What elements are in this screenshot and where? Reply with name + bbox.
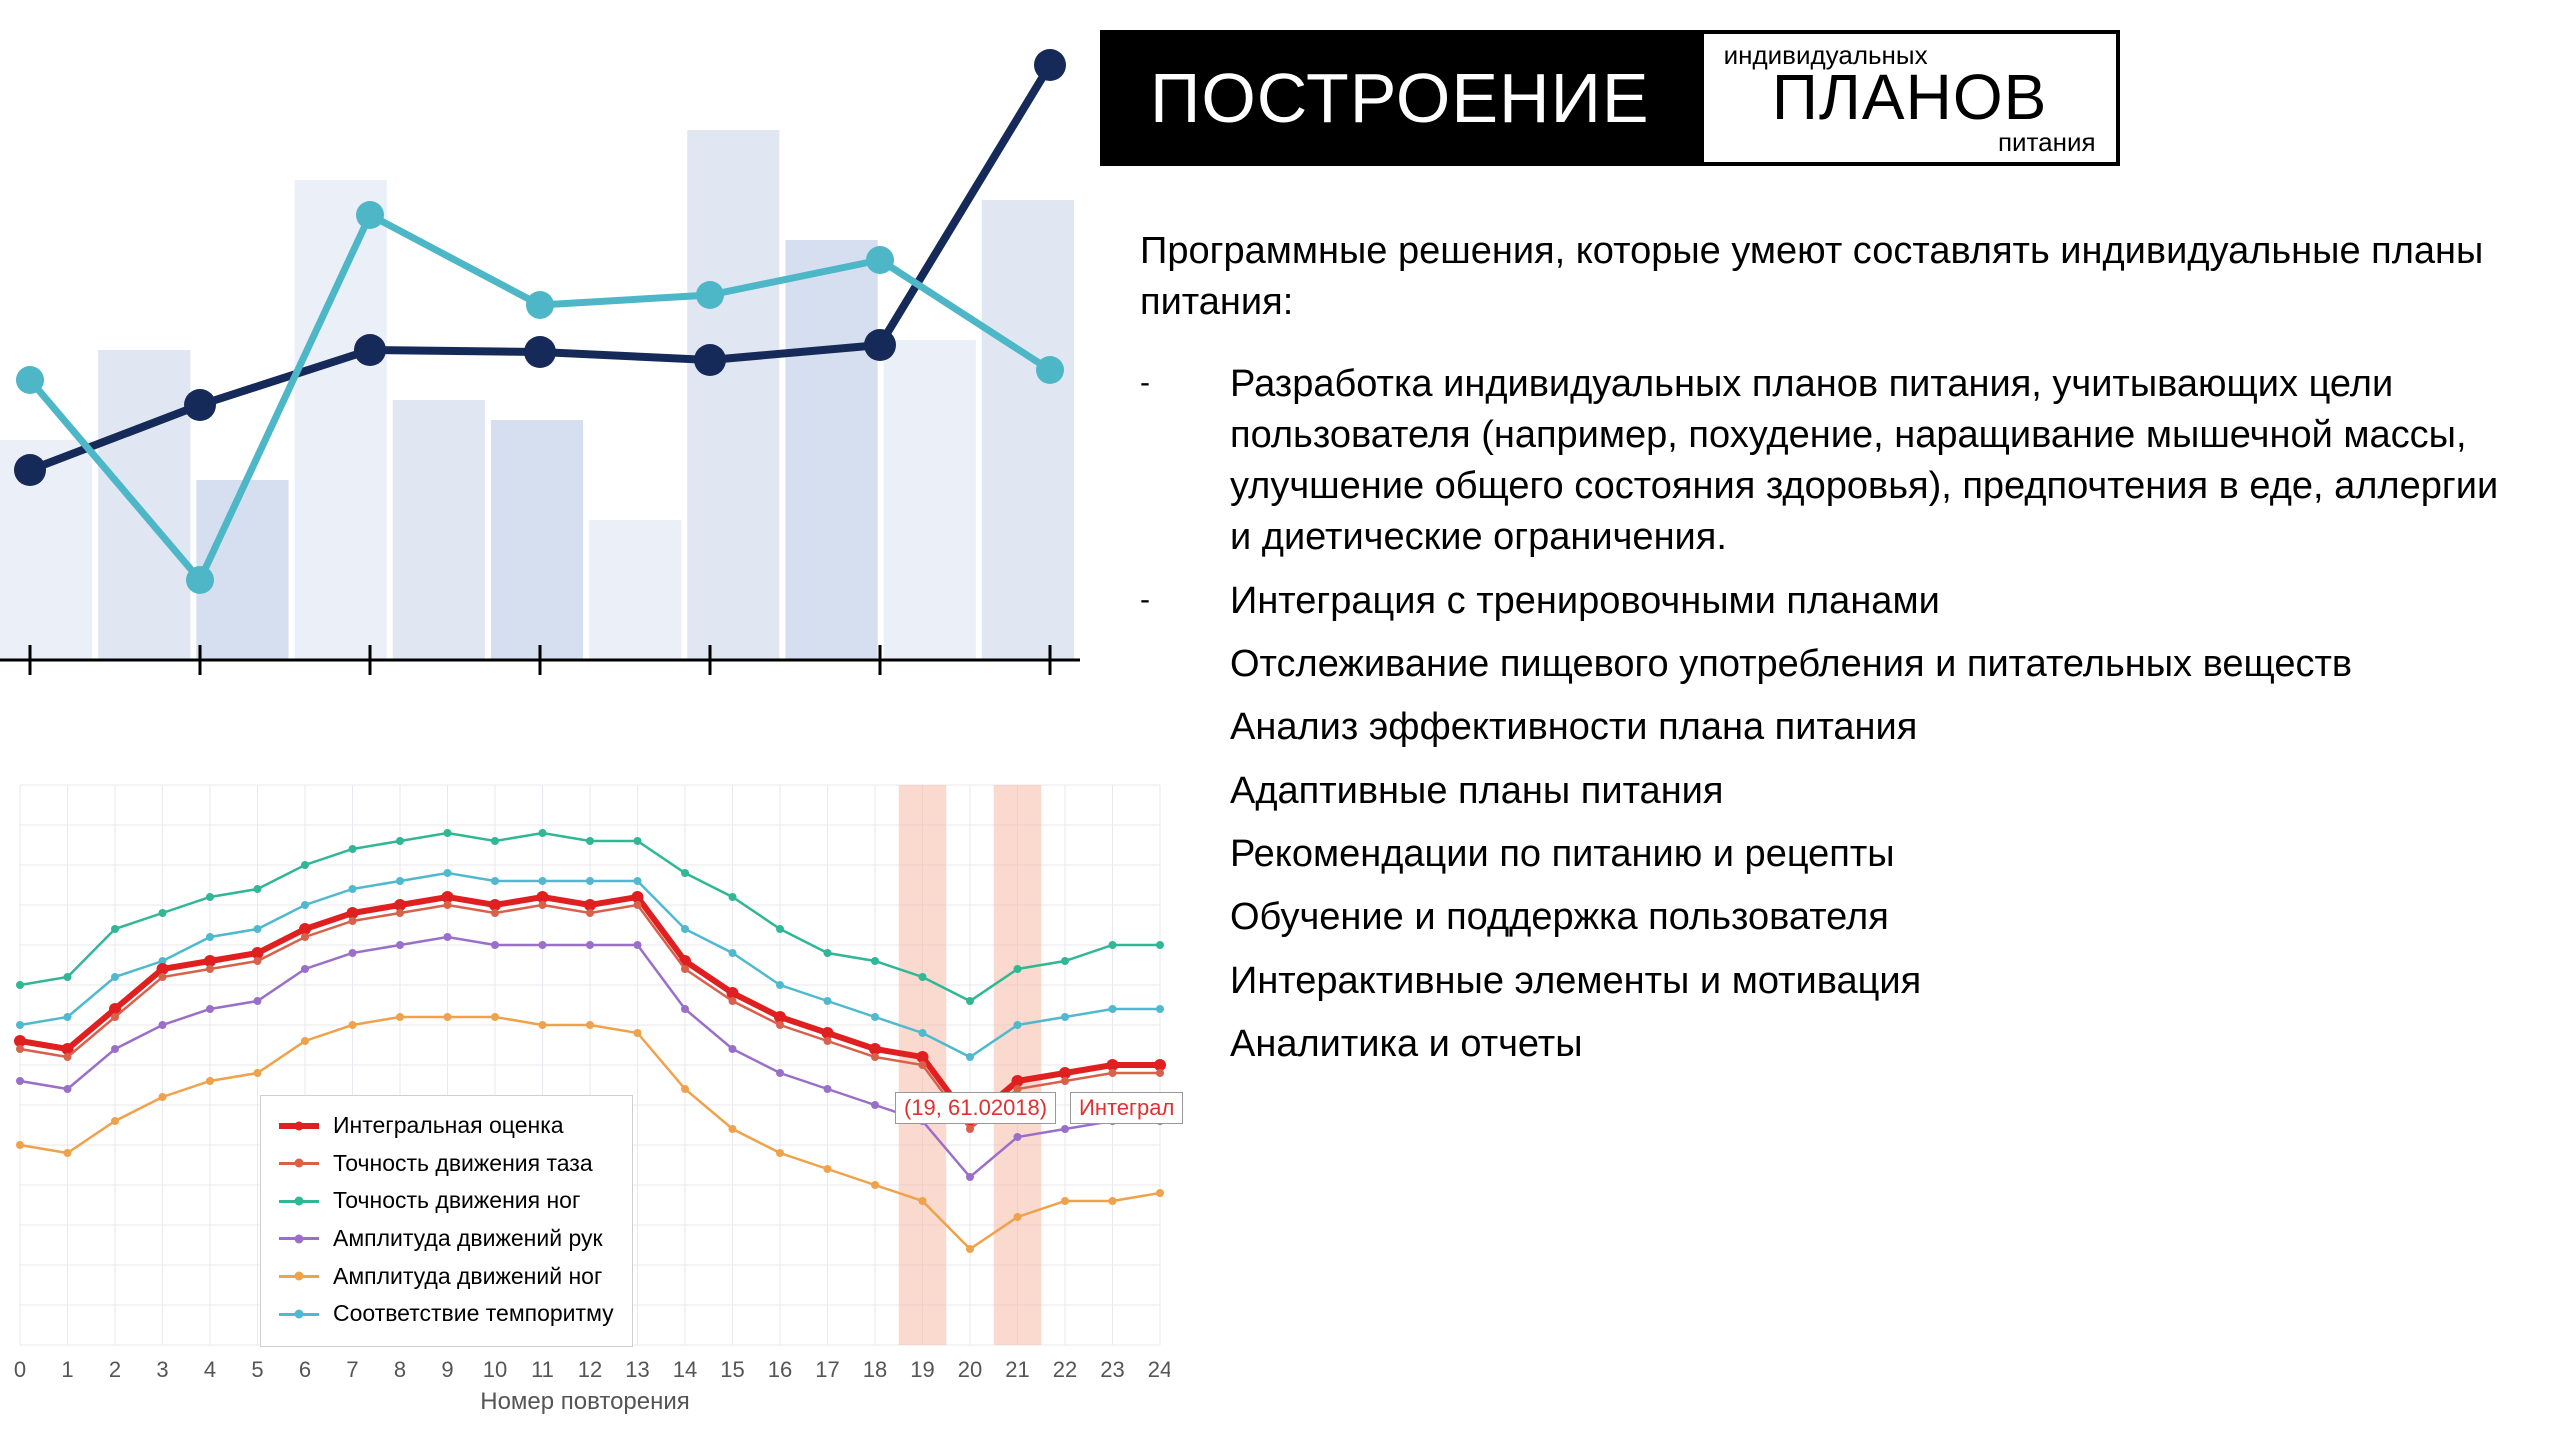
bullet-item: -Интеграция с тренировочными планами bbox=[1140, 576, 2510, 627]
svg-text:15: 15 bbox=[720, 1357, 744, 1382]
title-secondary: индивидуальных ПЛАНОВ питания bbox=[1700, 30, 2120, 166]
bullet-item: Аналитика и отчеты bbox=[1140, 1019, 2510, 1070]
svg-text:4: 4 bbox=[204, 1357, 216, 1382]
bullet-item: Интерактивные элементы и мотивация bbox=[1140, 956, 2510, 1007]
svg-text:16: 16 bbox=[768, 1357, 792, 1382]
bullet-item: Анализ эффективности плана питания bbox=[1140, 702, 2510, 753]
chart-tooltip-label: Интеграл bbox=[1070, 1092, 1183, 1124]
title-bottom-word: питания bbox=[1998, 127, 2096, 158]
svg-text:8: 8 bbox=[394, 1357, 406, 1382]
svg-text:14: 14 bbox=[673, 1357, 697, 1382]
svg-text:5: 5 bbox=[251, 1357, 263, 1382]
bullet-item: Обучение и поддержка пользователя bbox=[1140, 892, 2510, 943]
svg-text:6: 6 bbox=[299, 1357, 311, 1382]
svg-text:23: 23 bbox=[1100, 1357, 1124, 1382]
svg-text:19: 19 bbox=[910, 1357, 934, 1382]
bullet-item: Рекомендации по питанию и рецепты bbox=[1140, 829, 2510, 880]
svg-text:2: 2 bbox=[109, 1357, 121, 1382]
title-top-word: индивидуальных bbox=[1724, 40, 1928, 71]
svg-text:1: 1 bbox=[61, 1357, 73, 1382]
page-title-block: ПОСТРОЕНИЕ индивидуальных ПЛАНОВ питания bbox=[1100, 30, 2510, 166]
title-main: ПОСТРОЕНИЕ bbox=[1100, 30, 1700, 166]
svg-text:9: 9 bbox=[441, 1357, 453, 1382]
svg-text:13: 13 bbox=[625, 1357, 649, 1382]
svg-text:11: 11 bbox=[531, 1357, 554, 1382]
chart-legend: Интегральная оценкаТочность движения таз… bbox=[260, 1095, 633, 1347]
intro-text: Программные решения, которые умеют соста… bbox=[1100, 226, 2510, 329]
svg-text:20: 20 bbox=[958, 1357, 982, 1382]
svg-text:21: 21 bbox=[1005, 1357, 1029, 1382]
top-line-chart bbox=[0, 0, 1080, 700]
bullet-item: -Разработка индивидуальных планов питани… bbox=[1140, 359, 2510, 564]
bullet-item: Отслеживание пищевого употребления и пит… bbox=[1140, 639, 2510, 690]
svg-text:24: 24 bbox=[1148, 1357, 1170, 1382]
svg-text:18: 18 bbox=[863, 1357, 887, 1382]
svg-text:12: 12 bbox=[578, 1357, 602, 1382]
svg-text:22: 22 bbox=[1053, 1357, 1077, 1382]
svg-text:0: 0 bbox=[14, 1357, 26, 1382]
bullet-item: Адаптивные планы питания bbox=[1140, 766, 2510, 817]
svg-text:3: 3 bbox=[156, 1357, 168, 1382]
chart-tooltip: (19, 61.02018) bbox=[895, 1092, 1056, 1124]
title-center-word: ПЛАНОВ bbox=[1744, 60, 2076, 134]
svg-text:7: 7 bbox=[346, 1357, 358, 1382]
bullet-list: -Разработка индивидуальных планов питани… bbox=[1100, 359, 2510, 1071]
svg-text:17: 17 bbox=[815, 1357, 839, 1382]
svg-text:10: 10 bbox=[483, 1357, 507, 1382]
x-axis-label: Номер повторения bbox=[0, 1388, 1170, 1416]
